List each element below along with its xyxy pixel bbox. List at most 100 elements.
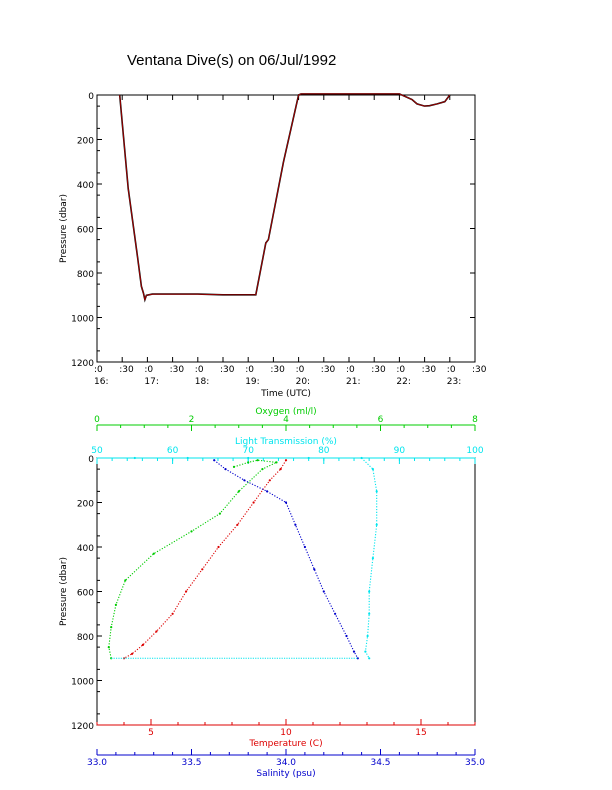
transmission-axis-label: Light Transmission (%) bbox=[235, 437, 337, 447]
x-tick-label: :30 bbox=[170, 365, 185, 375]
temperature-point bbox=[236, 523, 239, 526]
oxygen-point bbox=[110, 626, 113, 629]
transmission-profile bbox=[133, 456, 378, 660]
salinity-point bbox=[334, 612, 337, 615]
temperature-tick-label: 15 bbox=[415, 728, 426, 738]
x-tick-label: :30 bbox=[119, 365, 134, 375]
transmission-point bbox=[366, 634, 369, 638]
y-axis-label: Pressure (dbar) bbox=[59, 557, 69, 626]
transmission-tick-label: 70 bbox=[242, 446, 254, 456]
salinity-point bbox=[322, 590, 325, 593]
transmission-point bbox=[133, 456, 136, 460]
transmission-point bbox=[247, 456, 250, 460]
temperature-point bbox=[279, 468, 282, 471]
salinity-profile bbox=[213, 459, 359, 660]
transmission-point bbox=[375, 523, 378, 526]
temperature-axis-label: Temperature (C) bbox=[248, 739, 322, 749]
temperature-point bbox=[284, 459, 288, 462]
transmission-point bbox=[307, 456, 310, 460]
temperature-point bbox=[171, 612, 174, 615]
y-tick-label: 400 bbox=[77, 181, 94, 191]
y-tick-label: 400 bbox=[77, 544, 94, 554]
temperature-point bbox=[252, 501, 255, 504]
x-tick-label: :30 bbox=[270, 365, 285, 375]
x-tick-label: :30 bbox=[321, 365, 336, 375]
x-tick-label: :0 bbox=[346, 365, 355, 375]
oxygen-point bbox=[190, 530, 193, 533]
oxygen-tick-label: 8 bbox=[472, 415, 478, 425]
y-tick-label: 600 bbox=[77, 226, 94, 236]
salinity-point bbox=[356, 657, 359, 660]
transmission-tick-label: 90 bbox=[394, 446, 406, 456]
temperature-point bbox=[185, 590, 188, 593]
salinity-tick-label: 33.5 bbox=[181, 758, 201, 768]
chart-title: Ventana Dive(s) on 06/Jul/1992 bbox=[127, 52, 336, 69]
plot-frame bbox=[96, 457, 476, 726]
salinity-tick-label: 35.0 bbox=[465, 758, 485, 768]
x-tick-label-hour: 17: bbox=[144, 377, 158, 387]
y-tick-label: 1000 bbox=[71, 315, 94, 325]
x-tick-label-hour: 23: bbox=[447, 377, 461, 387]
salinity-point bbox=[266, 490, 269, 493]
y-tick-label: 200 bbox=[77, 500, 94, 510]
x-tick-label: :30 bbox=[422, 365, 437, 375]
salinity-profile-line bbox=[213, 459, 359, 659]
plot-frame bbox=[96, 94, 476, 363]
temperature-tick-label: 5 bbox=[148, 728, 154, 738]
profile-plot: 0 200 400 600 800 1000 1200 Pressure (dbar) 0 2 4 6… bbox=[59, 407, 485, 779]
x-axis-label: Time (UTC) bbox=[260, 389, 311, 399]
x-tick-label: :0 bbox=[447, 365, 456, 375]
temperature-point bbox=[201, 568, 204, 571]
transmission-point bbox=[186, 456, 189, 460]
transmission-tick-label: 80 bbox=[318, 446, 330, 456]
transmission-point bbox=[360, 456, 363, 460]
salinity-axis-label: Salinity (psu) bbox=[256, 769, 315, 779]
transmission-point bbox=[364, 650, 367, 653]
oxygen-point bbox=[256, 459, 259, 462]
x-tick-label-hour: 21: bbox=[346, 377, 360, 387]
salinity-tick-label: 33.0 bbox=[87, 758, 107, 768]
temperature-tick-label: 10 bbox=[280, 728, 292, 738]
salinity-point bbox=[213, 459, 216, 462]
x-tick-label: :30 bbox=[371, 365, 386, 375]
oxygen-axis-label: Oxygen (ml/l) bbox=[255, 407, 316, 417]
temperature-point bbox=[131, 652, 134, 655]
oxygen-point bbox=[218, 512, 221, 515]
temperature-profile-line bbox=[123, 459, 287, 659]
temperature-profile bbox=[122, 459, 288, 660]
oxygen-profile bbox=[107, 459, 279, 660]
transmission-point bbox=[368, 612, 371, 615]
transmission-point bbox=[375, 490, 378, 493]
x-tick-label-hour: 20: bbox=[296, 377, 310, 387]
salinity-point bbox=[284, 501, 288, 504]
x-tick-label-hour: 16: bbox=[94, 377, 108, 387]
oxygen-tick-label: 0 bbox=[94, 415, 100, 425]
x-tick-label-hour: 18: bbox=[195, 377, 209, 387]
oxygen-point bbox=[124, 579, 127, 582]
salinity-point bbox=[352, 650, 356, 653]
oxygen-point bbox=[107, 646, 110, 649]
x-tick-label: :0 bbox=[245, 365, 254, 375]
oxygen-point bbox=[261, 468, 264, 471]
x-tick-label: :0 bbox=[396, 365, 405, 375]
pressure-trace bbox=[118, 93, 451, 303]
x-tick-label-hour: 19: bbox=[245, 377, 259, 387]
x-tick-label: :0 bbox=[94, 365, 103, 375]
salinity-point bbox=[345, 634, 348, 638]
temperature-point bbox=[141, 643, 144, 647]
y-tick-label: 1200 bbox=[71, 722, 94, 732]
temperature-point bbox=[217, 545, 220, 549]
x-tick-label-hour: 22: bbox=[396, 377, 410, 387]
temperature-point bbox=[268, 479, 271, 482]
transmission-tick-label: 100 bbox=[466, 446, 483, 456]
oxygen-tick-label: 2 bbox=[189, 415, 195, 425]
x-tick-label: :0 bbox=[296, 365, 305, 375]
y-tick-label: 800 bbox=[77, 270, 94, 280]
salinity-point bbox=[224, 468, 227, 471]
x-tick-label: :30 bbox=[220, 365, 235, 375]
transmission-tick-label: 60 bbox=[167, 446, 179, 456]
transmission-point bbox=[368, 590, 371, 593]
y-tick-label: 1200 bbox=[71, 359, 94, 369]
